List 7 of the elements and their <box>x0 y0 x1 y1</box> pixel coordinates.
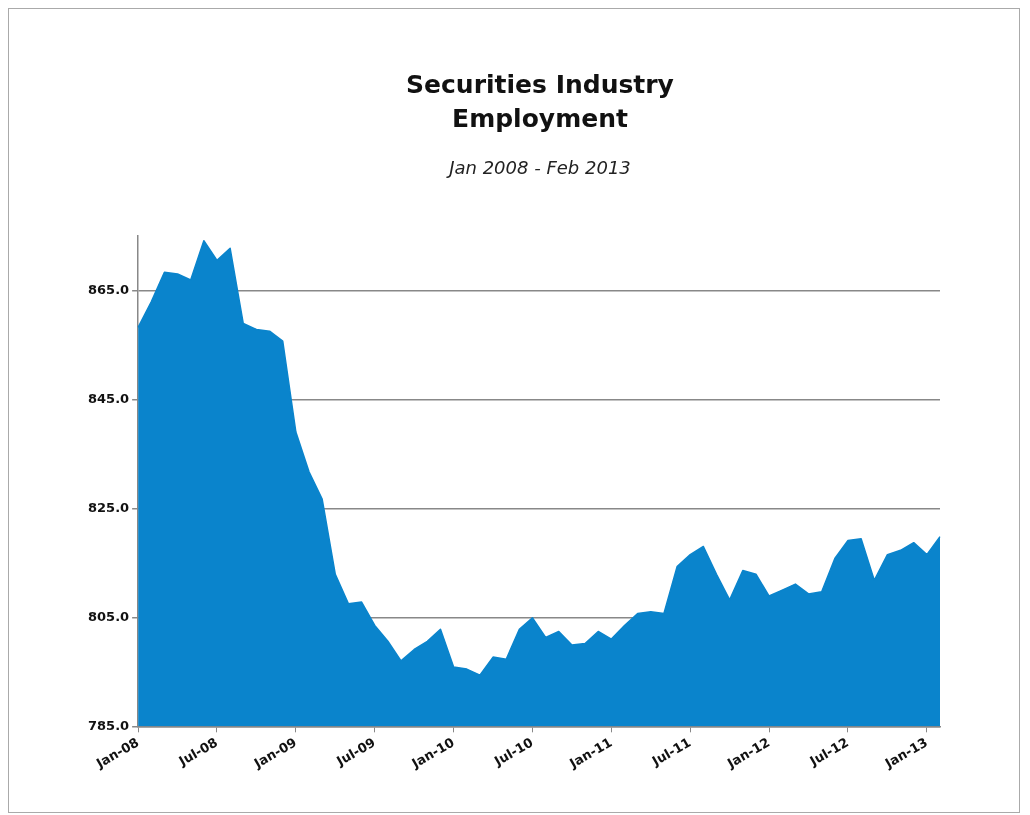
chart-subtitle: Jan 2008 - Feb 2013 <box>445 157 632 178</box>
y-tick-label: 845.0 <box>88 390 130 406</box>
y-tick-label: 785.0 <box>88 717 130 733</box>
y-tick-label: 825.0 <box>88 499 130 515</box>
chart-title: Securities Industry Employment <box>405 69 675 135</box>
y-tick-label: 865.0 <box>88 281 130 297</box>
y-tick-label: 805.0 <box>88 608 130 624</box>
